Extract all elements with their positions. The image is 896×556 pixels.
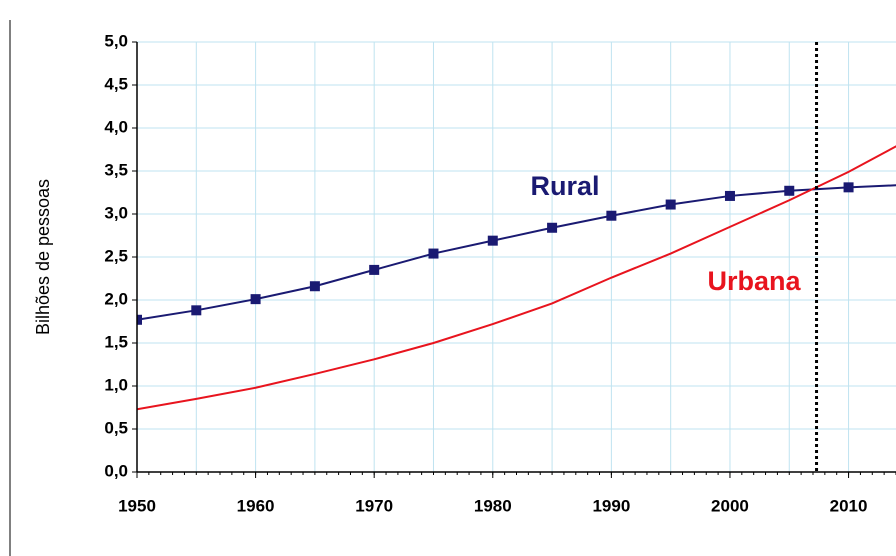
y-tick-label: 1,0	[104, 375, 128, 394]
y-tick-label: 0,0	[104, 461, 128, 480]
data-point	[250, 294, 261, 305]
x-tick-label: 2000	[711, 496, 749, 515]
y-tick-label: 4,5	[104, 74, 128, 93]
series-line	[137, 184, 896, 321]
y-axis-label: Bilhões de pessoas	[33, 179, 53, 335]
series-label: Urbana	[707, 266, 801, 296]
series-line	[137, 145, 896, 411]
data-point	[724, 190, 735, 201]
y-tick-label: 2,0	[104, 289, 128, 308]
data-point	[428, 248, 439, 259]
y-tick-label: 5,0	[104, 31, 128, 50]
x-tick-label: 1950	[118, 496, 156, 515]
y-tick-label: 1,5	[104, 332, 128, 351]
data-point	[843, 182, 854, 193]
x-tick-label: 1990	[592, 496, 630, 515]
data-point	[137, 314, 142, 325]
data-point	[369, 264, 380, 275]
y-tick-label: 4,0	[104, 117, 128, 136]
x-tick-label: 1960	[237, 496, 275, 515]
x-tick-label: 2010	[830, 496, 868, 515]
data-point	[309, 281, 320, 292]
data-point	[606, 210, 617, 221]
data-point	[784, 185, 795, 196]
x-tick-label: 1970	[355, 496, 393, 515]
data-point	[191, 305, 202, 316]
x-tick-label: 1980	[474, 496, 512, 515]
y-tick-label: 0,5	[104, 418, 128, 437]
data-point	[547, 222, 558, 233]
data-point	[487, 235, 498, 246]
y-tick-label: 3,0	[104, 203, 128, 222]
series-label: Rural	[530, 171, 599, 201]
y-tick-label: 2,5	[104, 246, 128, 265]
data-point	[665, 199, 676, 210]
y-tick-label: 3,5	[104, 160, 128, 179]
